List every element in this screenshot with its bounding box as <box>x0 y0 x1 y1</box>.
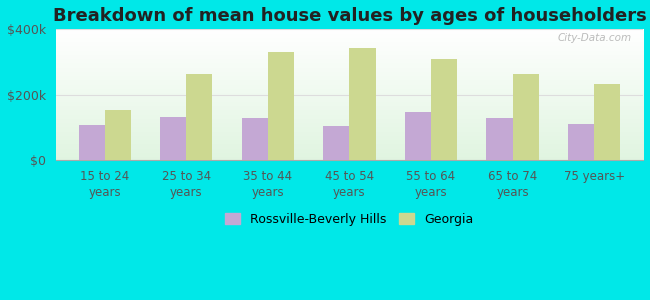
Legend: Rossville-Beverly Hills, Georgia: Rossville-Beverly Hills, Georgia <box>220 208 478 231</box>
Bar <box>431 59 457 160</box>
Bar <box>350 48 376 160</box>
Bar <box>568 124 594 160</box>
Bar <box>594 84 620 160</box>
Bar <box>105 110 131 160</box>
Bar <box>513 74 539 160</box>
Bar <box>268 52 294 160</box>
Bar <box>187 74 213 160</box>
Bar <box>79 124 105 160</box>
Text: City-Data.com: City-Data.com <box>557 33 631 43</box>
Bar <box>323 126 350 160</box>
Bar <box>160 117 187 160</box>
Bar <box>486 118 513 160</box>
Bar <box>242 118 268 160</box>
Title: Breakdown of mean house values by ages of householders: Breakdown of mean house values by ages o… <box>53 7 646 25</box>
Bar <box>405 112 431 160</box>
